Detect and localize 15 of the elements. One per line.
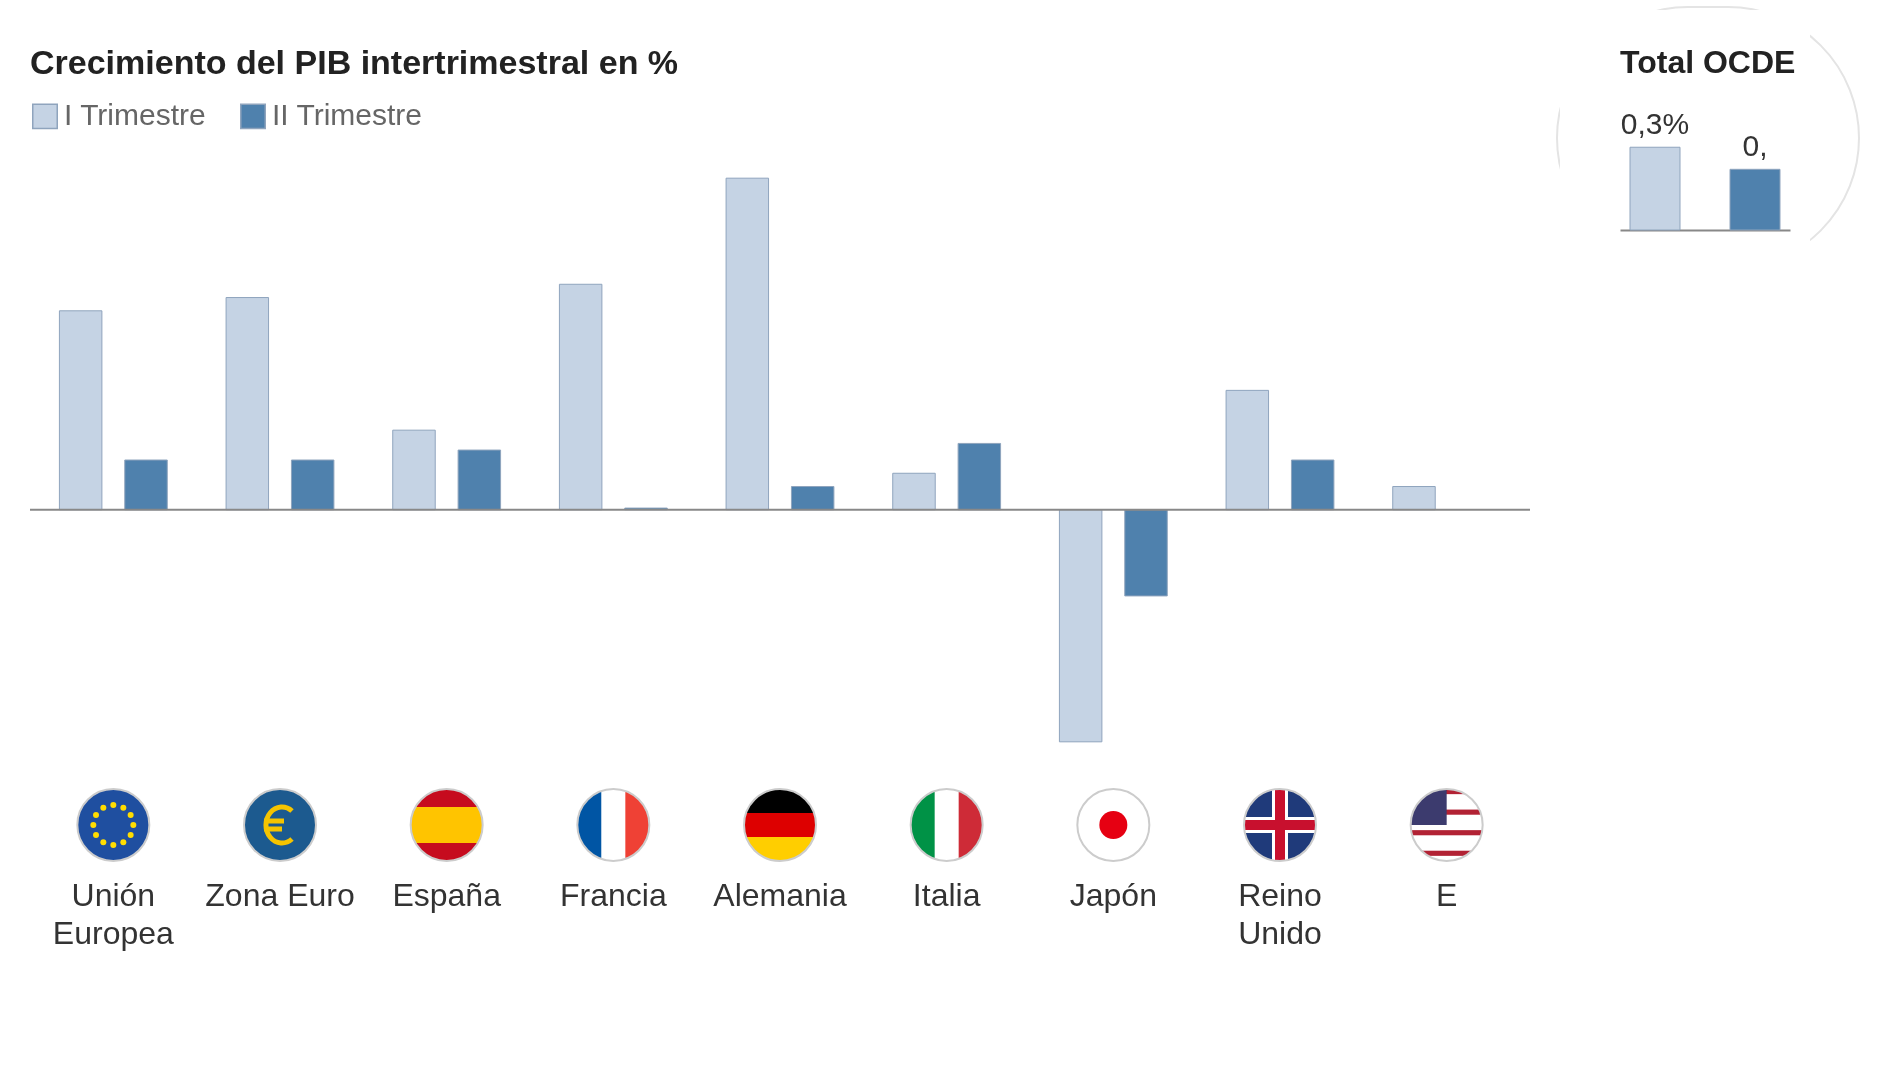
x-tick-label: Alemania [713,876,847,913]
chart-title: Crecimiento del PIB intertrimestral en % [30,43,679,81]
legend-label: I Trimestre [64,98,206,132]
data-label: 0,3% [1620,107,1690,141]
x-tick-label: Reino Unido [1238,876,1322,951]
x-tick-label: Unión Europea [52,876,175,951]
x-tick-label: Italia [912,876,981,913]
x-tick-label: Francia [559,876,667,913]
chart-title: Total OCDE [1620,44,1796,80]
x-tick-label: Zona Euro [205,876,355,913]
x-tick-label: Japón [1069,876,1157,913]
data-label: 0, [1742,129,1768,163]
x-tick-label: E [1435,876,1458,913]
x-tick-label: España [392,876,502,913]
legend-label: II Trimestre [272,98,423,132]
